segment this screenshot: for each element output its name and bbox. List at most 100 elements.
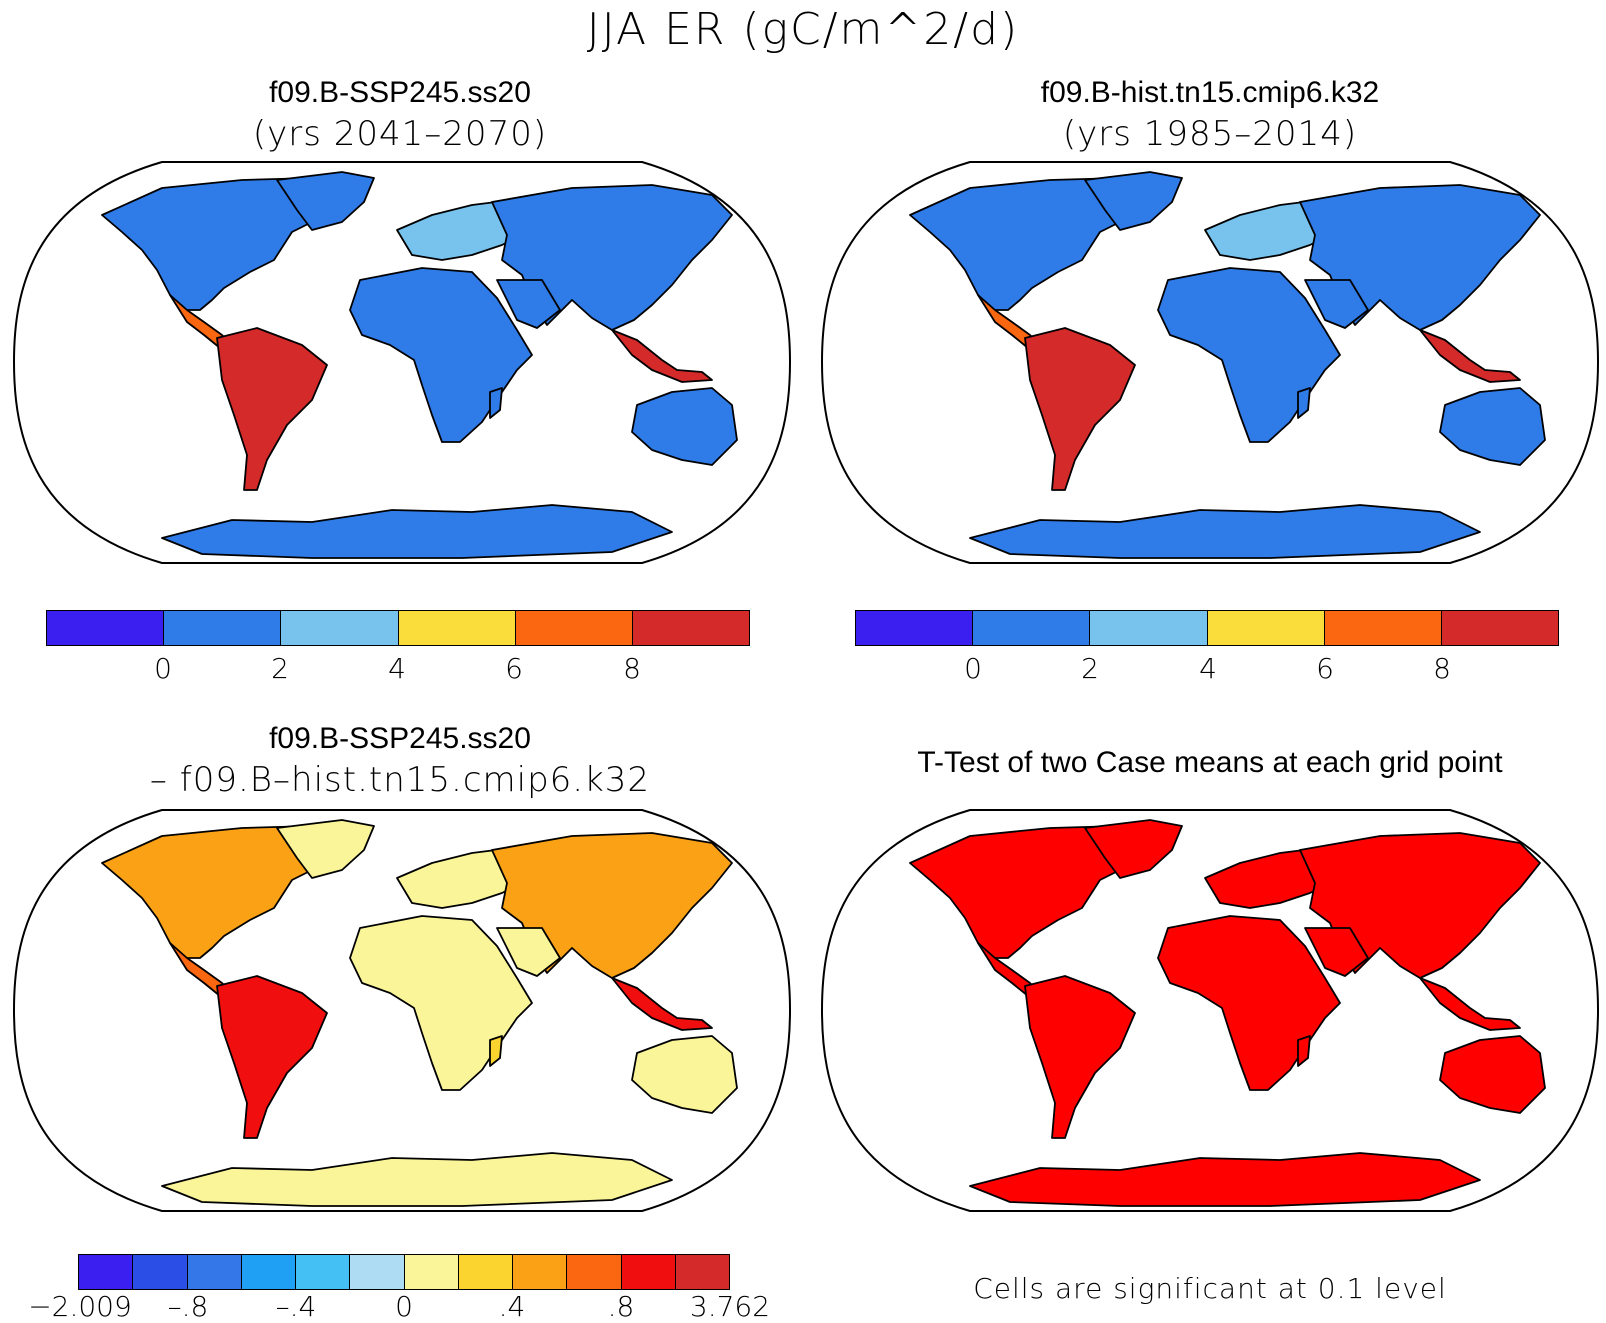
cbar1-tick: 0 bbox=[154, 652, 172, 685]
continent-asia bbox=[1299, 184, 1541, 331]
cbar3-tick: –.8 bbox=[167, 1290, 209, 1323]
continent-greenland bbox=[1084, 819, 1183, 879]
cbar2-tick: 4 bbox=[1199, 652, 1217, 685]
colorbar-segment bbox=[404, 1255, 459, 1289]
colorbar-segment bbox=[350, 1255, 405, 1289]
colorbar-segment bbox=[856, 611, 974, 645]
colorbar-segment bbox=[567, 1255, 622, 1289]
colorbar-segment bbox=[398, 611, 516, 645]
panel4-map bbox=[820, 809, 1600, 1212]
continent-arabia bbox=[1304, 927, 1369, 977]
colorbar-segment bbox=[79, 1255, 134, 1289]
continent-greenland bbox=[276, 171, 375, 231]
cbar2-tick: 8 bbox=[1433, 652, 1451, 685]
panel1-subtitle: (yrs 2041–2070) bbox=[252, 114, 548, 154]
ttest-note: Cells are significant at 0.1 level bbox=[973, 1272, 1447, 1305]
colorbar-segment bbox=[241, 1255, 296, 1289]
panel1-title: f09.B-SSP245.ss20 bbox=[269, 76, 531, 109]
panel2-subtitle: (yrs 1985–2014) bbox=[1062, 114, 1358, 154]
cbar3-tick: .8 bbox=[607, 1290, 635, 1323]
colorbar-segment bbox=[515, 611, 633, 645]
colorbar-segment bbox=[187, 1255, 242, 1289]
colorbar-segment bbox=[47, 611, 165, 645]
panel3-subtitle: – f09.B–hist.tn15.cmip6.k32 bbox=[149, 760, 651, 800]
map-frame bbox=[820, 161, 1600, 564]
continent-se-asia bbox=[1419, 977, 1521, 1031]
colorbar-segment bbox=[1090, 611, 1208, 645]
panel3-map bbox=[12, 809, 792, 1212]
cbar2-tick: 0 bbox=[964, 652, 982, 685]
continent-greenland bbox=[1084, 171, 1183, 231]
panel4-title: T-Test of two Case means at each grid po… bbox=[917, 746, 1503, 779]
colorbar-segment bbox=[164, 611, 282, 645]
colorbar-segment bbox=[458, 1255, 513, 1289]
continent-south-america bbox=[1024, 975, 1136, 1139]
colorbar-segment bbox=[133, 1255, 188, 1289]
colorbar-segment bbox=[675, 1255, 729, 1289]
panel2-colorbar bbox=[855, 610, 1559, 646]
colorbar-segment bbox=[1207, 611, 1325, 645]
cbar1-tick: 4 bbox=[388, 652, 406, 685]
map-frame bbox=[12, 809, 792, 1212]
continent-south-america bbox=[216, 327, 328, 491]
colorbar-segment bbox=[296, 1255, 351, 1289]
cbar3-tick: 0 bbox=[395, 1290, 413, 1323]
cbar3-tick: –.4 bbox=[275, 1290, 317, 1323]
colorbar-segment bbox=[632, 611, 750, 645]
panel2-map bbox=[820, 161, 1600, 564]
continent-africa bbox=[349, 915, 533, 1091]
continent-asia bbox=[1299, 832, 1541, 979]
cbar1-tick: 6 bbox=[505, 652, 523, 685]
map-frame bbox=[820, 809, 1600, 1212]
continent-madagascar bbox=[1297, 1035, 1311, 1067]
continent-se-asia bbox=[1419, 329, 1521, 383]
colorbar-segment bbox=[281, 611, 399, 645]
panel1-map bbox=[12, 161, 792, 564]
land-layer bbox=[909, 171, 1546, 559]
cbar3-tick: .4 bbox=[498, 1290, 526, 1323]
continent-se-asia bbox=[611, 329, 713, 383]
cbar3-tick: −2.009 bbox=[28, 1290, 132, 1323]
continent-africa bbox=[1157, 915, 1341, 1091]
land-layer bbox=[101, 171, 738, 559]
continent-madagascar bbox=[1297, 387, 1311, 419]
continent-madagascar bbox=[489, 1035, 503, 1067]
continent-greenland bbox=[276, 819, 375, 879]
continent-south-america bbox=[1024, 327, 1136, 491]
continent-australia bbox=[631, 1035, 738, 1114]
continent-antarctica bbox=[161, 1152, 673, 1207]
continent-arabia bbox=[496, 279, 561, 329]
cbar3-tick: 3.762 bbox=[689, 1290, 771, 1323]
panel1-colorbar bbox=[46, 610, 750, 646]
continent-australia bbox=[631, 387, 738, 466]
continent-antarctica bbox=[161, 504, 673, 559]
continent-asia bbox=[491, 184, 733, 331]
continent-arabia bbox=[1304, 279, 1369, 329]
panel2-title: f09.B-hist.tn15.cmip6.k32 bbox=[1040, 76, 1380, 109]
colorbar-segment bbox=[973, 611, 1091, 645]
continent-australia bbox=[1439, 387, 1546, 466]
panel3-colorbar bbox=[78, 1254, 730, 1290]
continent-arabia bbox=[496, 927, 561, 977]
colorbar-segment bbox=[1441, 611, 1559, 645]
continent-se-asia bbox=[611, 977, 713, 1031]
cbar1-tick: 2 bbox=[271, 652, 289, 685]
cbar2-tick: 6 bbox=[1316, 652, 1334, 685]
colorbar-segment bbox=[1324, 611, 1442, 645]
continent-antarctica bbox=[969, 504, 1481, 559]
colorbar-segment bbox=[621, 1255, 676, 1289]
figure-title: JJA ER (gC/m^2/d) bbox=[586, 4, 1020, 55]
continent-asia bbox=[491, 832, 733, 979]
cbar1-tick: 8 bbox=[623, 652, 641, 685]
continent-africa bbox=[1157, 267, 1341, 443]
continent-australia bbox=[1439, 1035, 1546, 1114]
panel3-title: f09.B-SSP245.ss20 bbox=[269, 722, 531, 755]
land-layer bbox=[909, 819, 1546, 1207]
continent-madagascar bbox=[489, 387, 503, 419]
continent-antarctica bbox=[969, 1152, 1481, 1207]
land-layer bbox=[101, 819, 738, 1207]
continent-south-america bbox=[216, 975, 328, 1139]
continent-africa bbox=[349, 267, 533, 443]
cbar2-tick: 2 bbox=[1081, 652, 1099, 685]
map-frame bbox=[12, 161, 792, 564]
